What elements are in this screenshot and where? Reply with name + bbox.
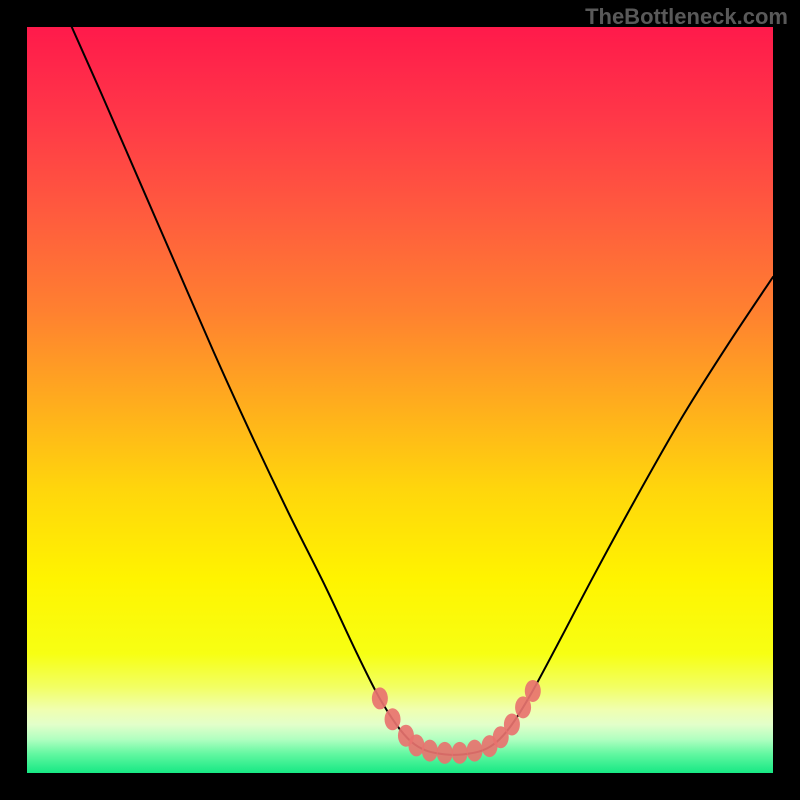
- optimum-marker: [437, 742, 453, 764]
- optimum-marker: [422, 740, 438, 762]
- chart-frame: TheBottleneck.com: [0, 0, 800, 800]
- optimum-marker: [385, 708, 401, 730]
- optimum-marker: [372, 687, 388, 709]
- optimum-marker: [408, 734, 424, 756]
- optimum-marker: [525, 680, 541, 702]
- optimum-marker: [467, 740, 483, 762]
- plot-svg: [27, 27, 773, 773]
- source-watermark: TheBottleneck.com: [585, 4, 788, 30]
- gradient-background: [27, 27, 773, 773]
- optimum-marker: [504, 714, 520, 736]
- optimum-marker: [452, 742, 468, 764]
- plot-area: [27, 27, 773, 773]
